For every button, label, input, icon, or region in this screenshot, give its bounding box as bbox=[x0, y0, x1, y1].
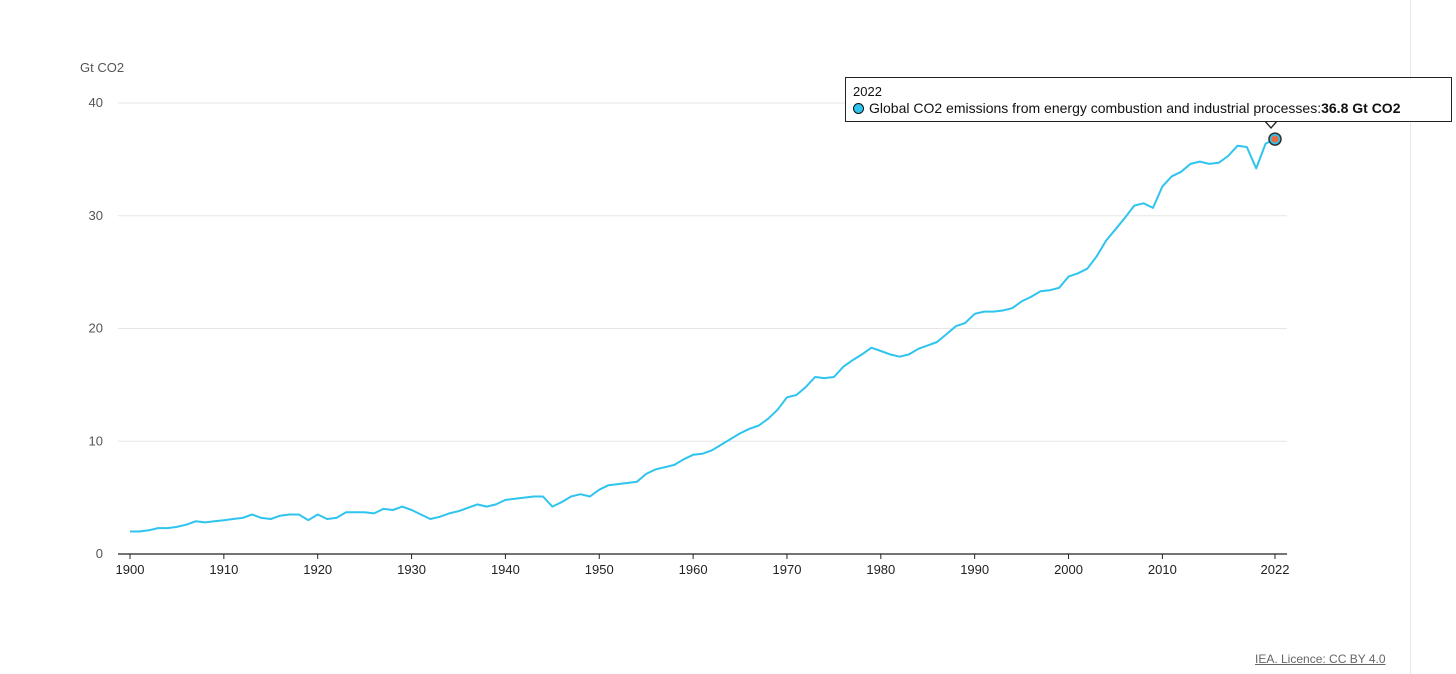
y-tick-label-40: 40 bbox=[89, 95, 103, 110]
x-axis: 1900 1910 1920 1930 1940 1950 1960 1970 1980 1990… bbox=[116, 553, 1290, 577]
x-tick-label-1930: 1930 bbox=[397, 562, 426, 577]
series-line-0 bbox=[130, 138, 1276, 533]
y-axis-unit-label: Gt CO2 bbox=[80, 60, 124, 75]
tooltip-value: 36.8 Gt CO2 bbox=[1321, 100, 1401, 116]
x-tick-label-1960: 1960 bbox=[679, 562, 708, 577]
x-tick-label-1980: 1980 bbox=[866, 562, 895, 577]
y-tick-label-20: 20 bbox=[89, 321, 103, 336]
tooltip-line: Global CO2 emissions from energy combust… bbox=[853, 99, 1443, 117]
x-tick-label-1910: 1910 bbox=[209, 562, 238, 577]
x-tick-label-1950: 1950 bbox=[585, 562, 614, 577]
x-tick-label-1940: 1940 bbox=[491, 562, 520, 577]
data-tooltip: 2022 Global CO2 emissions from energy co… bbox=[845, 77, 1452, 122]
x-tick-label-2010: 2010 bbox=[1148, 562, 1177, 577]
series-marker-icon bbox=[853, 102, 864, 114]
tooltip-year: 2022 bbox=[853, 84, 882, 99]
y-tick-label-30: 30 bbox=[89, 208, 103, 223]
source-licence-link[interactable]: IEA. Licence: CC BY 4.0 bbox=[1255, 652, 1386, 666]
x-tick-label-1970: 1970 bbox=[773, 562, 802, 577]
highlight-point-inner bbox=[1271, 135, 1279, 143]
tooltip-caret-fill bbox=[1265, 120, 1277, 127]
x-tick-label-1990: 1990 bbox=[960, 562, 989, 577]
x-tick-label-2022: 2022 bbox=[1261, 562, 1290, 577]
x-tick-label-1920: 1920 bbox=[303, 562, 332, 577]
y-axis: 0 10 20 30 40 bbox=[89, 95, 103, 561]
y-tick-label-0: 0 bbox=[96, 546, 103, 561]
series-layer bbox=[130, 132, 1282, 533]
y-tick-label-10: 10 bbox=[89, 433, 103, 448]
tooltip-series-label: Global CO2 emissions from energy combust… bbox=[869, 100, 1322, 116]
right-divider bbox=[1410, 0, 1411, 674]
x-tick-label-1900: 1900 bbox=[116, 562, 145, 577]
gridlines bbox=[118, 102, 1287, 442]
x-tick-label-2000: 2000 bbox=[1054, 562, 1083, 577]
